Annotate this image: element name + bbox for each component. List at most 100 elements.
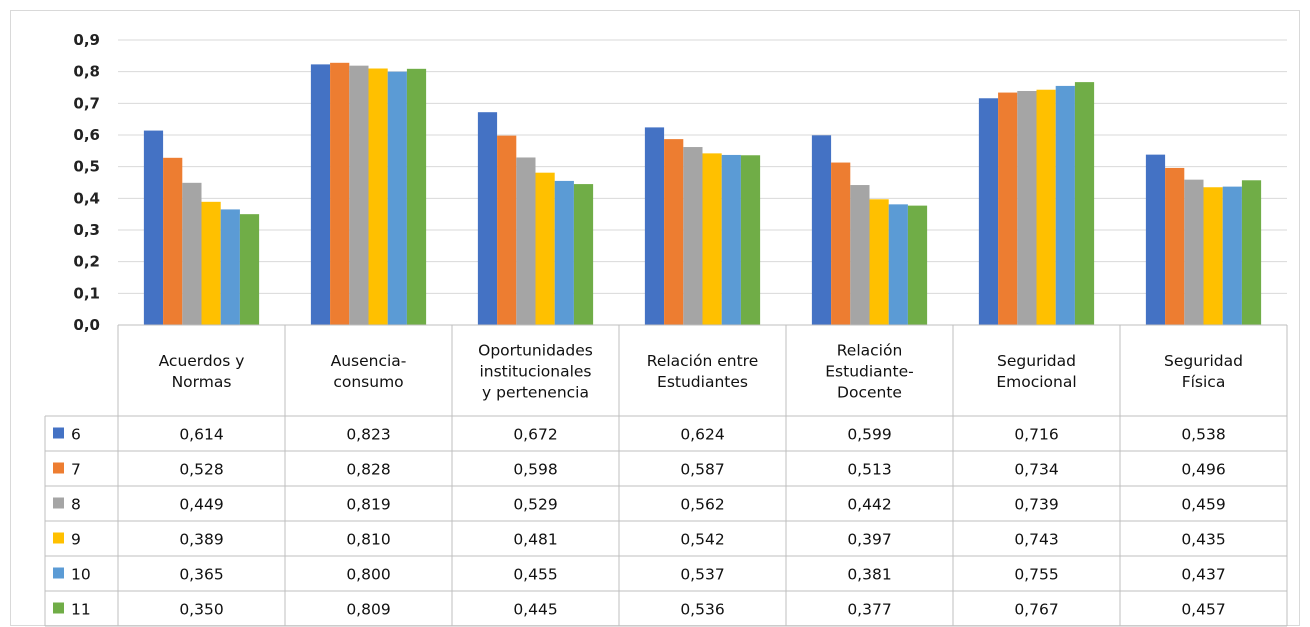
category-label: Relación — [837, 342, 903, 360]
bar-8-7 — [1184, 179, 1204, 325]
bar-7-4 — [664, 139, 684, 325]
table-cell: 0,445 — [513, 601, 557, 619]
bar-10-2 — [387, 71, 407, 326]
table-cell: 0,437 — [1181, 566, 1225, 584]
bar-6-6 — [978, 98, 999, 326]
table-cell: 0,365 — [179, 566, 223, 584]
table-cell: 0,828 — [346, 461, 390, 479]
table-cell: 0,598 — [513, 461, 557, 479]
bar-8-2 — [349, 65, 369, 326]
table-cell: 0,528 — [179, 461, 223, 479]
table-cell: 0,614 — [179, 426, 223, 444]
series-label-7: 7 — [71, 461, 81, 479]
bar-10-4 — [721, 154, 741, 325]
table-cell: 0,743 — [1014, 531, 1058, 549]
y-tick-label: 0,1 — [73, 284, 100, 302]
y-tick-label: 0,0 — [73, 316, 100, 334]
bar-9-3 — [535, 172, 555, 325]
table-cell: 0,819 — [346, 496, 390, 514]
bar-6-2 — [310, 64, 331, 325]
bar-8-3 — [516, 157, 536, 325]
table-cell: 0,587 — [680, 461, 724, 479]
table-cell: 0,716 — [1014, 426, 1058, 444]
bar-11-5 — [907, 205, 928, 325]
table-cell: 0,755 — [1014, 566, 1058, 584]
bar-6-5 — [811, 135, 832, 325]
table-cell: 0,538 — [1181, 426, 1225, 444]
legend-key-8 — [53, 497, 64, 509]
legend-key-10 — [53, 567, 64, 579]
bar-7-5 — [831, 162, 851, 325]
category-label: Seguridad — [1164, 352, 1243, 370]
bar-11-3 — [573, 184, 594, 325]
series-label-9: 9 — [71, 531, 81, 549]
bar-8-5 — [850, 185, 870, 325]
table-cell: 0,562 — [680, 496, 724, 514]
table-cell: 0,377 — [847, 601, 891, 619]
bar-10-6 — [1055, 85, 1075, 326]
bar-9-2 — [368, 68, 388, 325]
table-cell: 0,809 — [346, 601, 390, 619]
table-cell: 0,397 — [847, 531, 891, 549]
bar-7-1 — [163, 157, 183, 325]
bar-10-3 — [554, 180, 574, 325]
y-tick-label: 0,9 — [73, 31, 100, 49]
table-cell: 0,536 — [680, 601, 724, 619]
category-label: Seguridad — [997, 352, 1076, 370]
table-cell: 0,734 — [1014, 461, 1058, 479]
bar-7-3 — [497, 135, 517, 325]
legend-key-9 — [53, 532, 64, 544]
y-tick-label: 0,5 — [73, 158, 100, 176]
bar-11-1 — [239, 214, 260, 325]
bar-7-6 — [998, 92, 1018, 325]
table-cell: 0,599 — [847, 426, 891, 444]
table-cell: 0,767 — [1014, 601, 1058, 619]
y-tick-label: 0,7 — [73, 94, 100, 112]
bar-7-2 — [330, 62, 350, 326]
y-tick-label: 0,3 — [73, 221, 100, 239]
table-cell: 0,800 — [346, 566, 390, 584]
table-cell: 0,459 — [1181, 496, 1225, 514]
series-label-8: 8 — [71, 496, 81, 514]
category-label: Emocional — [996, 373, 1076, 391]
bar-8-6 — [1017, 90, 1037, 325]
table-cell: 0,739 — [1014, 496, 1058, 514]
series-label-10: 10 — [71, 566, 91, 584]
category-label: Acuerdos y — [159, 352, 245, 370]
table-cell: 0,513 — [847, 461, 891, 479]
table-cell: 0,542 — [680, 531, 724, 549]
category-label: Ausencia- — [331, 352, 407, 370]
bar-11-4 — [740, 155, 761, 325]
table-cell: 0,389 — [179, 531, 223, 549]
table-cell: 0,457 — [1181, 601, 1225, 619]
legend-key-7 — [53, 462, 64, 474]
bar-11-2 — [406, 68, 427, 326]
bar-6-3 — [477, 112, 498, 325]
category-label: Física — [1182, 373, 1226, 391]
category-label: Estudiantes — [657, 373, 748, 391]
y-tick-label: 0,8 — [73, 63, 100, 81]
bar-9-6 — [1036, 89, 1056, 325]
bar-10-5 — [888, 204, 908, 325]
category-label: institucionales — [479, 363, 591, 381]
category-label: Docente — [837, 384, 902, 402]
bar-8-4 — [683, 147, 703, 325]
y-tick-label: 0,2 — [73, 253, 100, 271]
bar-6-1 — [143, 130, 164, 325]
bar-9-4 — [702, 153, 722, 325]
category-label: Estudiante- — [825, 363, 913, 381]
bar-6-4 — [644, 127, 665, 326]
table-cell: 0,455 — [513, 566, 557, 584]
table-cell: 0,381 — [847, 566, 891, 584]
table-cell: 0,537 — [680, 566, 724, 584]
bar-9-1 — [201, 201, 221, 325]
bar-10-1 — [220, 209, 240, 325]
table-cell: 0,823 — [346, 426, 390, 444]
category-label: consumo — [333, 373, 403, 391]
legend-key-11 — [53, 602, 64, 614]
y-tick-label: 0,6 — [73, 126, 100, 144]
bar-7-7 — [1165, 167, 1185, 325]
legend-key-6 — [53, 427, 64, 439]
